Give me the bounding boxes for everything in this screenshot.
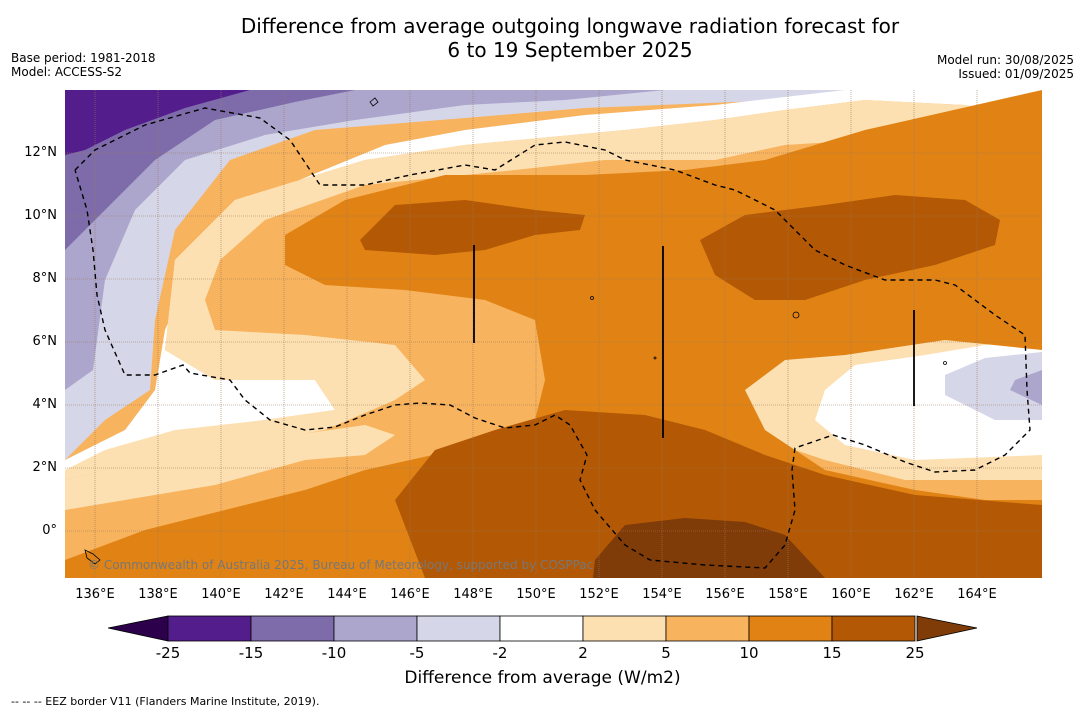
colorbar: [108, 615, 978, 642]
lon-label-136e: 136°E: [75, 587, 115, 602]
band-15-to-25-south: [395, 410, 1042, 578]
band-minus5-to-minus2-east: [945, 352, 1042, 420]
band-above-25: [593, 518, 825, 578]
colorbar-swatch: [831, 615, 916, 642]
colorbar-swatch: [665, 615, 750, 642]
meta-right: Model run: 30/08/2025 Issued: 01/09/2025: [937, 53, 1074, 81]
chart-title: Difference from average outgoing longwav…: [0, 14, 1085, 62]
model-name: Model: ACCESS-S2: [11, 65, 123, 79]
lon-label-146e: 146°E: [390, 587, 430, 602]
eez-footnote: -- -- -- EEZ border V11 (Flanders Marine…: [11, 695, 320, 708]
band-minus2-to-2-west: [65, 90, 1042, 470]
forecast-map: [65, 90, 1042, 578]
lon-label-148e: 148°E: [453, 587, 493, 602]
base-period: Base period: 1981-2018: [11, 51, 156, 65]
band-2-to-5-south: [65, 425, 395, 560]
lat-label-6n: 6°N: [32, 334, 58, 349]
islands: [84, 97, 947, 565]
anomaly-contours: [65, 90, 1042, 578]
colorbar-swatch: [499, 615, 584, 642]
colorbar-tick: 10: [739, 644, 759, 662]
band-minus10-to-minus5-east: [1010, 370, 1042, 405]
lon-label-156e: 156°E: [705, 587, 745, 602]
colorbar-swatch: [333, 615, 418, 642]
band-15-to-25-northeast: [700, 195, 1000, 300]
lon-label-140e: 140°E: [201, 587, 241, 602]
title-line-2: 6 to 19 September 2025: [447, 38, 693, 62]
colorbar-tick: -15: [238, 644, 264, 662]
colorbar-swatch: [748, 615, 833, 642]
band-minus15-to-minus10: [65, 90, 355, 250]
eez-border: [74, 107, 1031, 569]
issued-date: Issued: 01/09/2025: [958, 67, 1074, 81]
title-line-1: Difference from average outgoing longwav…: [240, 14, 900, 38]
colorbar-tick: 2: [578, 644, 588, 662]
lon-label-138e: 138°E: [138, 587, 178, 602]
lon-label-164e: 164°E: [957, 587, 997, 602]
lon-label-158e: 158°E: [768, 587, 808, 602]
band-15-to-25-north: [360, 200, 585, 255]
colorbar-tick: -10: [321, 644, 347, 662]
colorbar-tick: 15: [822, 644, 842, 662]
lon-label-142e: 142°E: [264, 587, 304, 602]
island-chain-lines: [473, 245, 915, 438]
lon-label-152e: 152°E: [579, 587, 619, 602]
copyright-notice: © Commonwealth of Australia 2025, Bureau…: [88, 558, 594, 572]
lon-label-160e: 160°E: [831, 587, 871, 602]
colorbar-title: Difference from average (W/m2): [404, 668, 681, 688]
lat-label-2n: 2°N: [32, 460, 58, 475]
meta-left: Base period: 1981-2018 Model: ACCESS-S2: [11, 51, 156, 79]
lon-label-154e: 154°E: [642, 587, 682, 602]
colorbar-swatch: [416, 615, 501, 642]
colorbar-swatches: [167, 615, 916, 642]
band-2-to-5-west: [65, 100, 1042, 480]
colorbar-swatch: [167, 615, 252, 642]
colorbar-swatch: [250, 615, 335, 642]
lon-label-162e: 162°E: [894, 587, 934, 602]
lon-label-144e: 144°E: [327, 587, 367, 602]
lat-label-8n: 8°N: [32, 271, 58, 286]
colorbar-tick: 25: [905, 644, 925, 662]
graticule: [65, 90, 1042, 578]
colorbar-under-arrow: [108, 615, 169, 642]
colorbar-tick: 5: [661, 644, 671, 662]
lat-label-0: 0°: [42, 523, 57, 538]
lon-label-150e: 150°E: [516, 587, 556, 602]
lat-label-10n: 10°N: [24, 208, 57, 223]
model-run: Model run: 30/08/2025: [936, 53, 1074, 67]
colorbar-tick: -5: [409, 644, 425, 662]
lat-label-12n: 12°N: [24, 145, 57, 160]
colorbar-swatch: [582, 615, 667, 642]
colorbar-over-arrow: [916, 615, 978, 642]
colorbar-tick: -25: [155, 644, 181, 662]
lat-label-4n: 4°N: [32, 397, 58, 412]
band-below-minus15: [65, 90, 250, 155]
colorbar-tick: -2: [492, 644, 508, 662]
